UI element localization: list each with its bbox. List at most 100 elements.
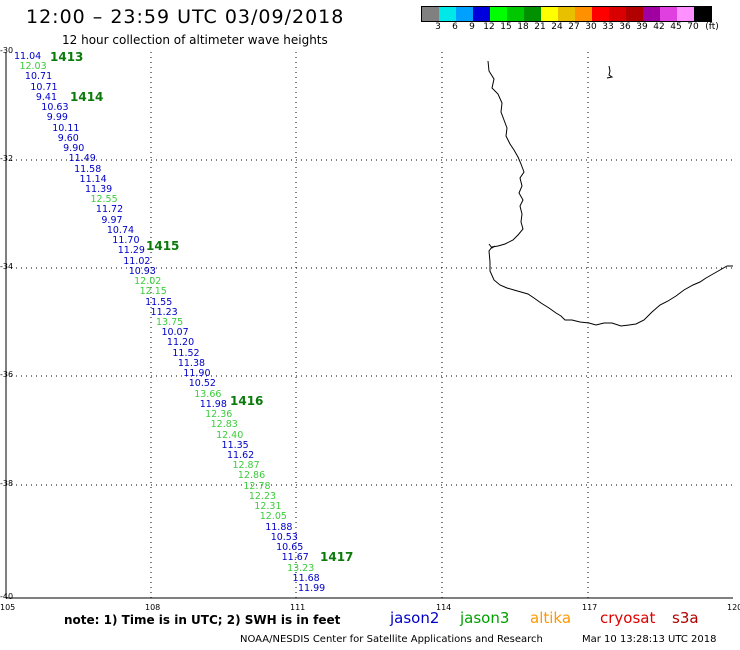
longitude-label: 111: [290, 603, 306, 612]
wave-height-value: 11.38: [177, 357, 206, 369]
wave-height-value: 11.23: [150, 306, 178, 318]
color-swatch: [507, 7, 524, 21]
color-scale-label: 27: [568, 22, 580, 32]
satellite-legend-item: s3a: [672, 609, 699, 627]
color-swatch: [422, 7, 439, 21]
color-scale-label: 21: [534, 22, 546, 32]
color-swatch: [626, 7, 643, 21]
color-swatch: [575, 7, 592, 21]
wave-height-value: 10.63: [41, 102, 69, 114]
wave-height-value: 10.52: [188, 378, 216, 390]
wave-height-value: 11.70: [112, 235, 140, 247]
color-scale-label: 33: [602, 22, 614, 32]
longitude-label: 105: [0, 603, 16, 612]
color-scale-label: 24: [551, 22, 563, 32]
coastline-inlet: [488, 243, 496, 249]
wave-height-value: 11.39: [85, 184, 113, 195]
color-swatch: [609, 7, 626, 21]
latitude-label: -38: [0, 479, 14, 488]
wave-height-value: 12.15: [139, 286, 167, 298]
wave-height-value: 11.20: [166, 337, 195, 349]
color-scale-label: 9: [469, 22, 475, 32]
page-subtitle: 12 hour collection of altimeter wave hei…: [62, 33, 328, 47]
wave-height-value: 12.83: [210, 419, 238, 431]
color-swatch: [592, 7, 609, 21]
wave-height-value: 9.99: [46, 112, 68, 124]
wave-height-value: 10.71: [30, 81, 58, 93]
wave-height-value: 12.55: [90, 194, 118, 206]
wave-height-value: 11.72: [95, 204, 124, 216]
wave-height-value: 10.53: [270, 531, 298, 543]
pass-number-label: 1415: [146, 239, 180, 253]
latitude-label: -36: [0, 370, 14, 379]
color-swatch: [490, 7, 507, 21]
wave-height-value: 11.49: [68, 153, 96, 165]
wave-height-value: 12.05: [259, 511, 287, 523]
wave-height-value: 11.02: [123, 255, 151, 267]
color-scale-labels: 3 6 9 12 15 18 21 24 27 30 33 36 39 42 45 70 (ft): [421, 22, 740, 34]
rottnest-island: [606, 65, 614, 79]
color-swatch: [473, 7, 490, 21]
wave-height-value: 10.65: [276, 542, 304, 554]
wave-height-value: 11.67: [281, 552, 309, 564]
map-frame: [5, 52, 733, 599]
color-swatch: [677, 7, 694, 21]
latitude-label: -32: [0, 154, 14, 163]
wave-height-value: 11.35: [221, 439, 249, 451]
satellite-legend-item: altika: [530, 609, 572, 627]
color-scale-label: 3: [435, 22, 441, 32]
wave-height-value: 11.58: [74, 163, 102, 175]
wave-height-value: 11.99: [298, 583, 326, 594]
wave-height-value: 10.71: [24, 71, 53, 83]
color-scale-bar: [421, 6, 712, 22]
lat-lon-grid: [6, 52, 733, 598]
wave-height-value: 12.03: [19, 61, 47, 73]
wave-height-value: 9.97: [101, 214, 123, 226]
longitude-label: 120: [727, 603, 740, 612]
page-title: 12:00 – 23:59 UTC 03/09/2018: [26, 6, 345, 28]
pass-number-label: 1416: [230, 394, 264, 408]
wave-height-value: 9.90: [63, 143, 85, 155]
wave-height-value: 11.52: [172, 347, 200, 359]
wave-height-value: 11.55: [145, 296, 173, 308]
satellite-legend-item: jason3: [460, 609, 510, 627]
longitude-label: 114: [436, 603, 452, 612]
color-swatch: [439, 7, 456, 21]
color-scale-label: 18: [517, 22, 529, 32]
footnote: note: 1) Time is in UTC; 2) SWH is in fe…: [64, 613, 341, 627]
color-swatch: [660, 7, 677, 21]
wave-height-value: 11.68: [292, 572, 320, 584]
color-scale-label: 12: [483, 22, 495, 32]
wave-height-value: 11.14: [79, 173, 107, 185]
wave-height-value: 11.04: [14, 51, 42, 62]
latitude-label: -30: [0, 46, 14, 55]
credit-line: NOAA/NESDIS Center for Satellite Applica…: [240, 634, 543, 645]
color-swatch: [524, 7, 541, 21]
wave-height-value: 12.40: [216, 429, 244, 441]
color-swatch: [541, 7, 558, 21]
color-scale-label: 30: [585, 22, 597, 32]
wave-height-value: 12.31: [254, 501, 282, 513]
australia-coastline: [487, 60, 733, 327]
color-scale-label: 42: [653, 22, 665, 32]
color-scale-label: 6: [452, 22, 458, 32]
satellite-legend-item: cryosat: [600, 609, 656, 627]
wave-height-value: 12.23: [248, 490, 277, 502]
wave-height-value: 12.02: [134, 276, 162, 288]
color-scale-label: (ft): [705, 22, 719, 32]
wave-height-value: 11.98: [199, 398, 227, 410]
wave-height-value: 9.60: [57, 132, 79, 144]
color-scale-label: 15: [500, 22, 512, 32]
wave-height-value: 9.41: [35, 91, 57, 103]
latitude-label: -40: [0, 592, 14, 601]
wave-height-value: 10.93: [128, 265, 156, 277]
wave-height-value: 12.36: [205, 409, 233, 421]
wave-height-value: 13.75: [156, 317, 184, 328]
wave-height-value: 11.88: [265, 521, 293, 533]
color-swatch: [694, 7, 711, 21]
longitude-label: 108: [145, 603, 161, 612]
wave-height-value: 12.86: [237, 470, 266, 482]
color-scale-label: 70: [687, 22, 699, 32]
